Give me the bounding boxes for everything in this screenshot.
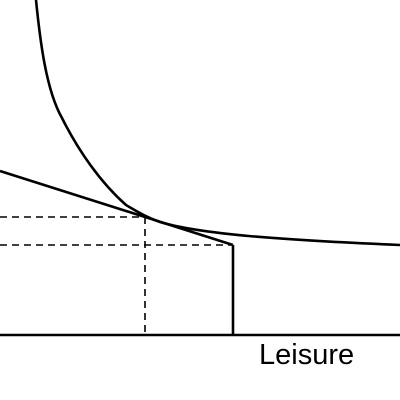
indifference-curve	[34, 0, 400, 247]
x-axis-label: Leisure	[259, 339, 354, 371]
budget-constraint	[0, 169, 234, 247]
